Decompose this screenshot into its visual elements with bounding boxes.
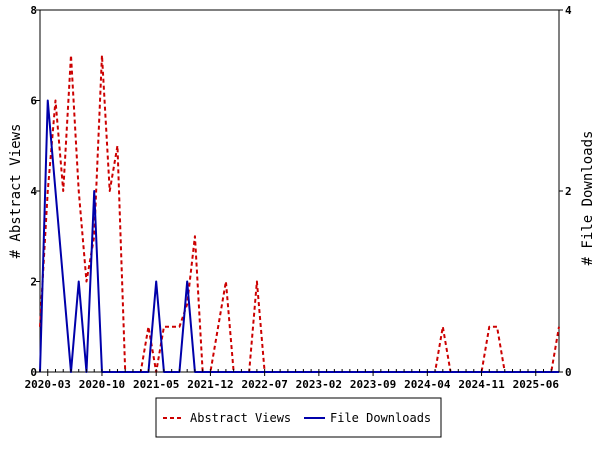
left-y-tick-label: 6 (30, 95, 37, 108)
x-tick-label: 2021-05 (133, 378, 179, 391)
left-y-axis-ticks: 0 2 4 6 8 (30, 4, 40, 379)
legend-box (155, 397, 442, 438)
left-y-tick-label: 2 (30, 276, 37, 289)
left-y-tick-label: 4 (30, 185, 37, 198)
x-tick-label: 2021-12 (187, 378, 233, 391)
legend: Abstract Views File Downloads (155, 397, 442, 438)
series-layer (39, 54, 560, 373)
right-y-tick-label: 4 (565, 4, 572, 17)
x-axis-ticks: 2020-03 2020-10 2021-05 2021-12 2022-07 2023-… (25, 369, 560, 391)
x-tick-label: 2024-11 (458, 378, 505, 391)
left-y-axis-title: # Abstract Views (8, 124, 24, 259)
right-y-axis-ticks: 0 2 4 (559, 4, 572, 379)
right-y-tick-label: 0 (565, 366, 572, 379)
x-tick-label: 2020-10 (79, 378, 125, 391)
x-tick-label: 2023-02 (296, 378, 342, 391)
x-tick-label: 2024-04 (404, 378, 451, 391)
x-tick-label: 2022-07 (241, 378, 287, 391)
left-y-tick-label: 8 (30, 4, 37, 17)
plot-frame (39, 9, 560, 373)
x-tick-label: 2020-03 (25, 378, 71, 391)
right-y-tick-label: 2 (565, 185, 572, 198)
legend-label-file-downloads: File Downloads (330, 411, 431, 425)
series-line-file-downloads (39, 99, 559, 373)
right-y-axis-title: # File Downloads (580, 131, 596, 266)
left-y-tick-label: 0 (30, 366, 37, 379)
x-tick-label: 2023-09 (350, 378, 396, 391)
legend-label-abstract-views: Abstract Views (190, 411, 291, 425)
x-tick-label: 2025-06 (513, 378, 560, 391)
